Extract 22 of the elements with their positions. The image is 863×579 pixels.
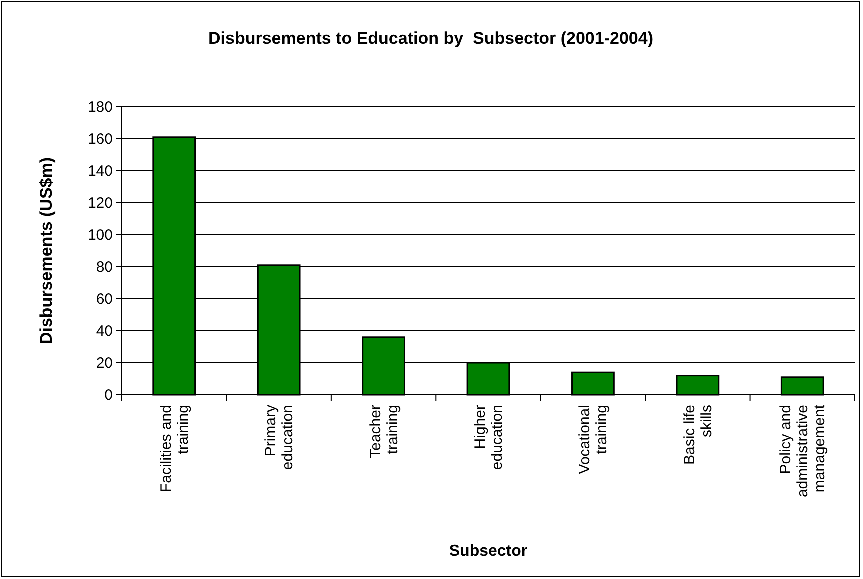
x-tick-label: Teacher training <box>367 405 402 458</box>
y-tick-label: 60 <box>96 290 113 308</box>
y-tick-label: 40 <box>96 322 113 340</box>
bar <box>676 375 720 396</box>
y-tick-label: 140 <box>88 162 113 180</box>
y-tick-label: 100 <box>88 226 113 244</box>
y-tick-label: 160 <box>88 130 113 148</box>
y-tick-label: 20 <box>96 354 113 372</box>
x-axis-title: Subsector <box>449 543 528 560</box>
bar <box>780 376 824 396</box>
bar <box>572 372 615 396</box>
y-tick-label: 120 <box>88 194 113 212</box>
y-axis-title: Disbursements (US$m) <box>37 157 56 345</box>
y-tick-label: 0 <box>104 386 113 404</box>
chart-title: Disbursements to Education by Subsector (2001-2004) <box>208 29 654 48</box>
x-tick-label: Vocational training <box>576 405 611 474</box>
x-tick-label: Basic life skills <box>681 405 716 466</box>
x-tick-label: Primary education <box>262 404 297 470</box>
x-tick-label: Facilities and training <box>158 405 192 493</box>
y-tick-label: 180 <box>88 98 113 116</box>
y-tick-label: 80 <box>96 258 113 276</box>
x-tick-label: Higher education <box>472 404 506 470</box>
